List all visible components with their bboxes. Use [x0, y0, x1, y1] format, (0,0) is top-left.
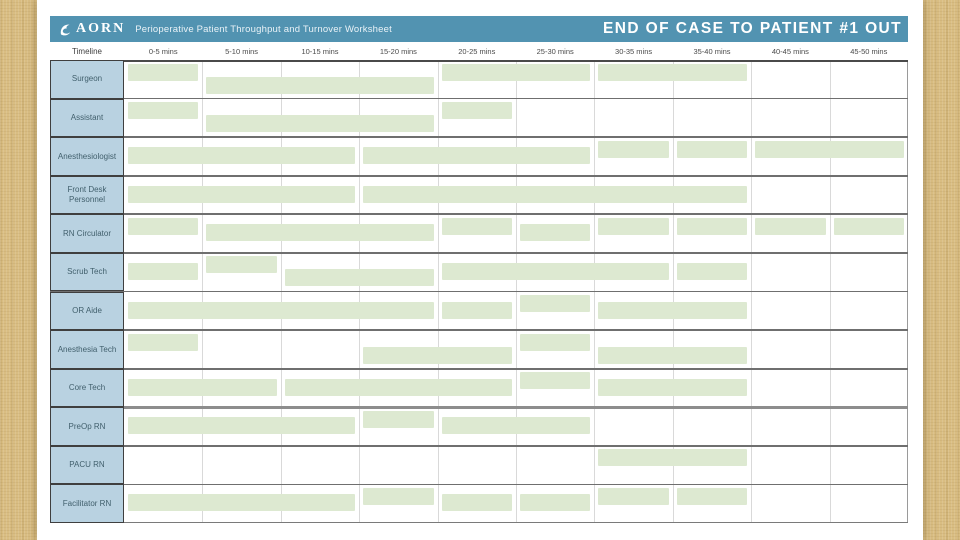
task-bar-anesthesia-tech	[598, 346, 748, 364]
task-bar-rn-circulator	[520, 224, 591, 242]
timeline-column-label: 25-30 mins	[536, 46, 574, 56]
row-label-core-tech: Core Tech	[50, 368, 124, 408]
task-bar-surgeon	[128, 63, 199, 81]
row-separator	[50, 136, 908, 139]
task-bar-or-aide	[441, 301, 512, 319]
grid-bottom-border	[50, 521, 908, 523]
task-bar-scrub-tech	[128, 262, 199, 280]
task-bar-assistant	[206, 115, 434, 133]
task-bar-assistant	[128, 102, 199, 120]
timeline-column-label: 10-15 mins	[301, 46, 339, 56]
row-separator	[50, 444, 908, 447]
row-label-facilitator-rn: Facilitator RN	[50, 484, 124, 523]
task-bar-rn-circulator	[676, 217, 748, 235]
timeline-column-label: 45-50 mins	[850, 46, 888, 56]
task-bar-preop-rn	[128, 417, 356, 435]
worksheet-subtitle: Perioperative Patient Throughput and Tur…	[135, 23, 392, 35]
grid: Surgeon Assistant Anesthesiologist Front De…	[50, 60, 908, 523]
row-label-rn-circulator: RN Circulator	[50, 214, 124, 253]
row-separator	[50, 367, 908, 370]
task-bar-front-desk-personnel	[128, 185, 356, 203]
task-bar-front-desk-personnel	[363, 185, 748, 203]
row-separator	[50, 97, 908, 100]
task-bar-anesthesiologist	[363, 147, 591, 165]
task-bar-facilitator-rn	[363, 487, 434, 505]
row-separator	[50, 213, 908, 216]
task-bar-anesthesiologist	[128, 147, 356, 165]
row-label-assistant: Assistant	[50, 98, 124, 138]
aorn-logo: AORN	[58, 21, 125, 37]
grid-top-border	[50, 60, 908, 62]
timeline-header-row: Timeline 0-5 mins 5-10 mins 10-15 mins 15-20…	[50, 42, 908, 60]
task-bar-rn-circulator	[833, 217, 904, 235]
row-label-surgeon: Surgeon	[50, 60, 124, 99]
task-bar-surgeon	[206, 76, 434, 94]
row-label-preop-rn: PreOp RN	[50, 407, 124, 446]
row-separator	[50, 329, 908, 331]
timeline-axis-label: Timeline	[72, 46, 102, 56]
task-bar-facilitator-rn	[441, 494, 512, 512]
task-bar-rn-circulator	[206, 224, 434, 242]
row-label-pacu-rn: PACU RN	[50, 445, 124, 485]
row-separator	[50, 405, 908, 409]
task-bar-preop-rn	[363, 410, 434, 428]
page-title: END OF CASE TO PATIENT #1 OUT	[603, 20, 902, 37]
timeline-column-label: 30-35 mins	[615, 46, 653, 56]
task-bar-anesthesiologist	[755, 140, 904, 158]
slide: AORN Perioperative Patient Throughput an…	[37, 0, 923, 540]
task-bar-or-aide	[598, 301, 748, 319]
row-label-front-desk-personnel: Front Desk Personnel	[50, 175, 124, 215]
worksheet-header: AORN Perioperative Patient Throughput an…	[50, 16, 908, 42]
timeline-column-label: 40-45 mins	[771, 46, 809, 56]
row-separator	[50, 174, 908, 177]
task-bar-core-tech	[128, 378, 277, 396]
task-bar-core-tech	[598, 378, 748, 396]
task-bar-anesthesiologist	[598, 140, 669, 158]
timeline-column-label: 0-5 mins	[148, 46, 178, 56]
task-bar-assistant	[441, 102, 512, 120]
task-bar-scrub-tech	[284, 269, 434, 287]
aorn-logo-text: AORN	[76, 21, 126, 36]
task-bar-anesthesia-tech	[363, 346, 512, 364]
timeline-column-label: 5-10 mins	[225, 46, 259, 56]
row-separator	[50, 290, 908, 293]
task-bar-rn-circulator	[598, 217, 669, 235]
task-bar-or-aide	[128, 301, 434, 319]
task-bar-facilitator-rn	[676, 487, 748, 505]
task-bar-rn-circulator	[755, 217, 826, 235]
row-label-anesthesia-tech: Anesthesia Tech	[50, 330, 124, 369]
task-bar-anesthesiologist	[676, 140, 748, 158]
row-separator	[50, 483, 908, 486]
task-bar-core-tech	[284, 378, 512, 396]
task-bar-or-aide	[520, 295, 591, 312]
task-bar-rn-circulator	[441, 217, 512, 235]
task-bar-pacu-rn	[598, 449, 748, 467]
row-separator	[50, 252, 908, 254]
task-bar-scrub-tech	[441, 262, 669, 280]
task-bar-facilitator-rn	[520, 494, 591, 512]
task-bar-preop-rn	[441, 417, 591, 435]
timeline-column-label: 35-40 mins	[693, 46, 731, 56]
task-bar-facilitator-rn	[598, 487, 669, 505]
task-bar-facilitator-rn	[128, 494, 356, 512]
task-bar-scrub-tech	[676, 262, 748, 280]
timeline-column-label: 15-20 mins	[379, 46, 417, 56]
task-bar-anesthesia-tech	[520, 333, 591, 351]
worksheet: AORN Perioperative Patient Throughput an…	[50, 16, 908, 523]
task-bar-surgeon	[441, 63, 591, 81]
task-bar-surgeon	[598, 63, 748, 81]
task-bar-scrub-tech	[206, 256, 277, 274]
task-bar-anesthesia-tech	[128, 333, 199, 351]
row-label-or-aide: OR Aide	[50, 291, 124, 331]
row-label-scrub-tech: Scrub Tech	[50, 252, 124, 292]
row-label-anesthesiologist: Anesthesiologist	[50, 137, 124, 176]
task-bar-core-tech	[520, 372, 591, 390]
task-bar-rn-circulator	[128, 217, 199, 235]
timeline-column-label: 20-25 mins	[458, 46, 496, 56]
aorn-bird-icon	[60, 24, 71, 35]
